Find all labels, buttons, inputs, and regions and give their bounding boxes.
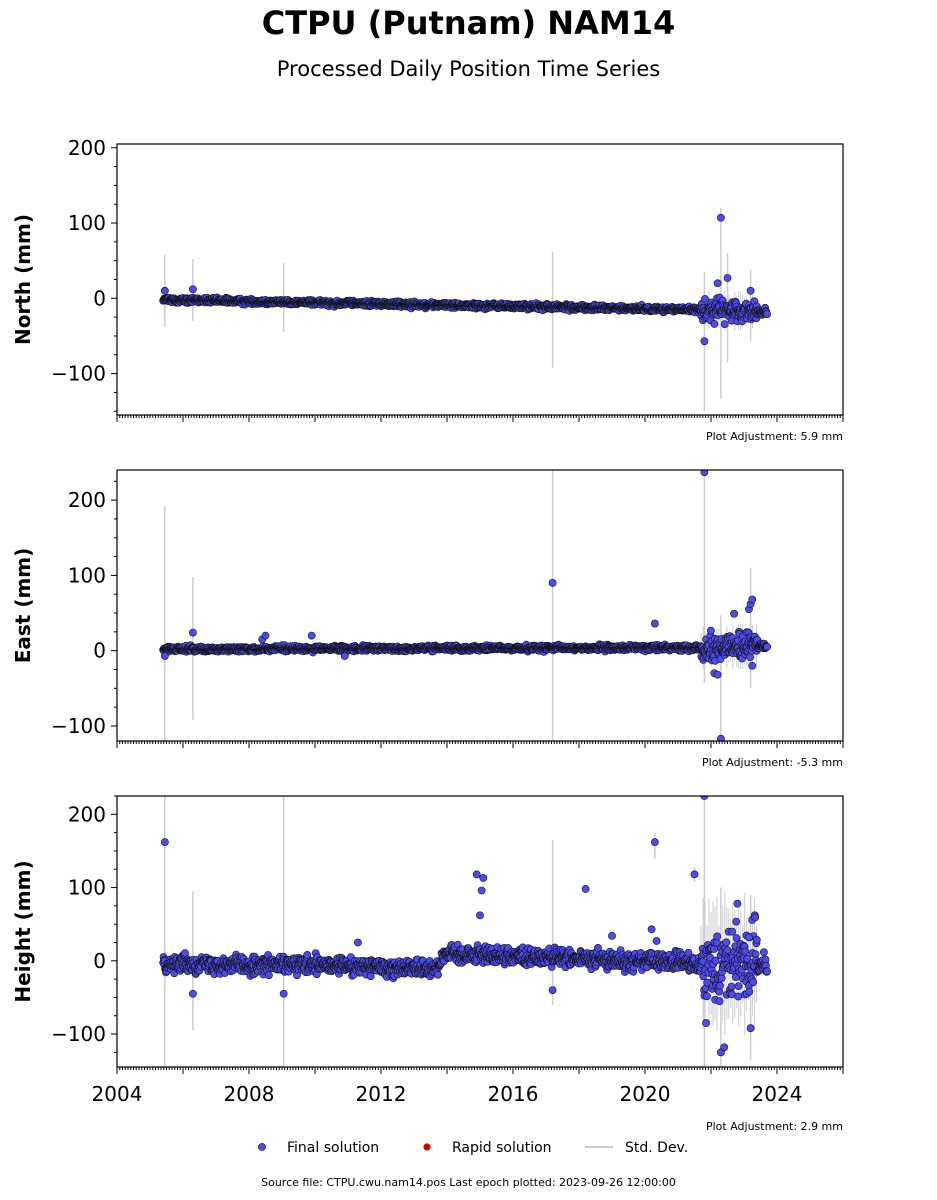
data-point-outlier: [717, 734, 725, 741]
data-point: [366, 972, 375, 981]
data-point: [763, 642, 771, 651]
data-point: [763, 310, 771, 318]
y-tick-label: 200: [68, 488, 106, 512]
chart-subtitle: Processed Daily Position Time Series: [276, 57, 661, 81]
panel-north: −100 0 100 200 North (mm) Plot Adjustment: 5.…: [11, 136, 844, 443]
y-tick-label: −100: [51, 714, 106, 738]
data-point: [701, 295, 709, 303]
data-point-outlier: [723, 274, 732, 282]
data-point-outlier: [188, 628, 197, 637]
plot-frame: [116, 469, 844, 742]
data-point-outlier: [160, 652, 169, 660]
data-point: [434, 970, 442, 979]
data-point-outlier: [748, 595, 757, 604]
data-point: [720, 320, 729, 328]
panel-east: −100 0 100 200 East (mm) Plot Adjustment: -5.…: [11, 469, 844, 769]
plot-area-east: [159, 470, 771, 741]
data-point: [303, 951, 312, 959]
y-tick-label: 100: [68, 211, 106, 235]
y-tick-label: 0: [93, 286, 106, 310]
y-axis-label: East (mm): [11, 548, 35, 664]
data-point-outlier: [717, 213, 725, 222]
data-point: [264, 971, 273, 980]
data-point-outlier: [160, 286, 169, 295]
data-point-outlier: [340, 652, 349, 660]
data-point-outlier: [651, 619, 659, 628]
data-point-outlier: [261, 631, 270, 640]
plot-area-north: [159, 207, 771, 412]
plot-adjustment: Plot Adjustment: 5.9 mm: [706, 430, 843, 443]
y-tick-label: 0: [93, 639, 106, 663]
data-point-outlier: [746, 286, 755, 295]
data-point: [707, 626, 715, 635]
data-point-outlier: [730, 609, 738, 618]
data-point: [710, 320, 719, 328]
data-point-outlier: [700, 470, 709, 477]
y-tick-label: 200: [68, 136, 106, 160]
data-point: [594, 944, 602, 952]
y-tick-label: −100: [51, 362, 106, 386]
data-point-outlier: [548, 579, 557, 587]
y-axis-label: North (mm): [11, 214, 35, 345]
data-point-outlier: [188, 285, 197, 294]
data-point-outlier: [713, 279, 722, 288]
plot-frame: [116, 143, 844, 416]
data-point-outlier: [713, 670, 722, 679]
data-point-outlier: [700, 337, 709, 346]
data-point-outlier: [307, 631, 316, 640]
y-tick-label: 100: [68, 563, 106, 587]
chart-title: CTPU (Putnam) NAM14: [261, 4, 676, 42]
plot-area-height: [159, 796, 771, 1067]
plot-adjustment: Plot Adjustment: -5.3 mm: [702, 756, 843, 769]
data-point-outlier: [748, 661, 757, 670]
